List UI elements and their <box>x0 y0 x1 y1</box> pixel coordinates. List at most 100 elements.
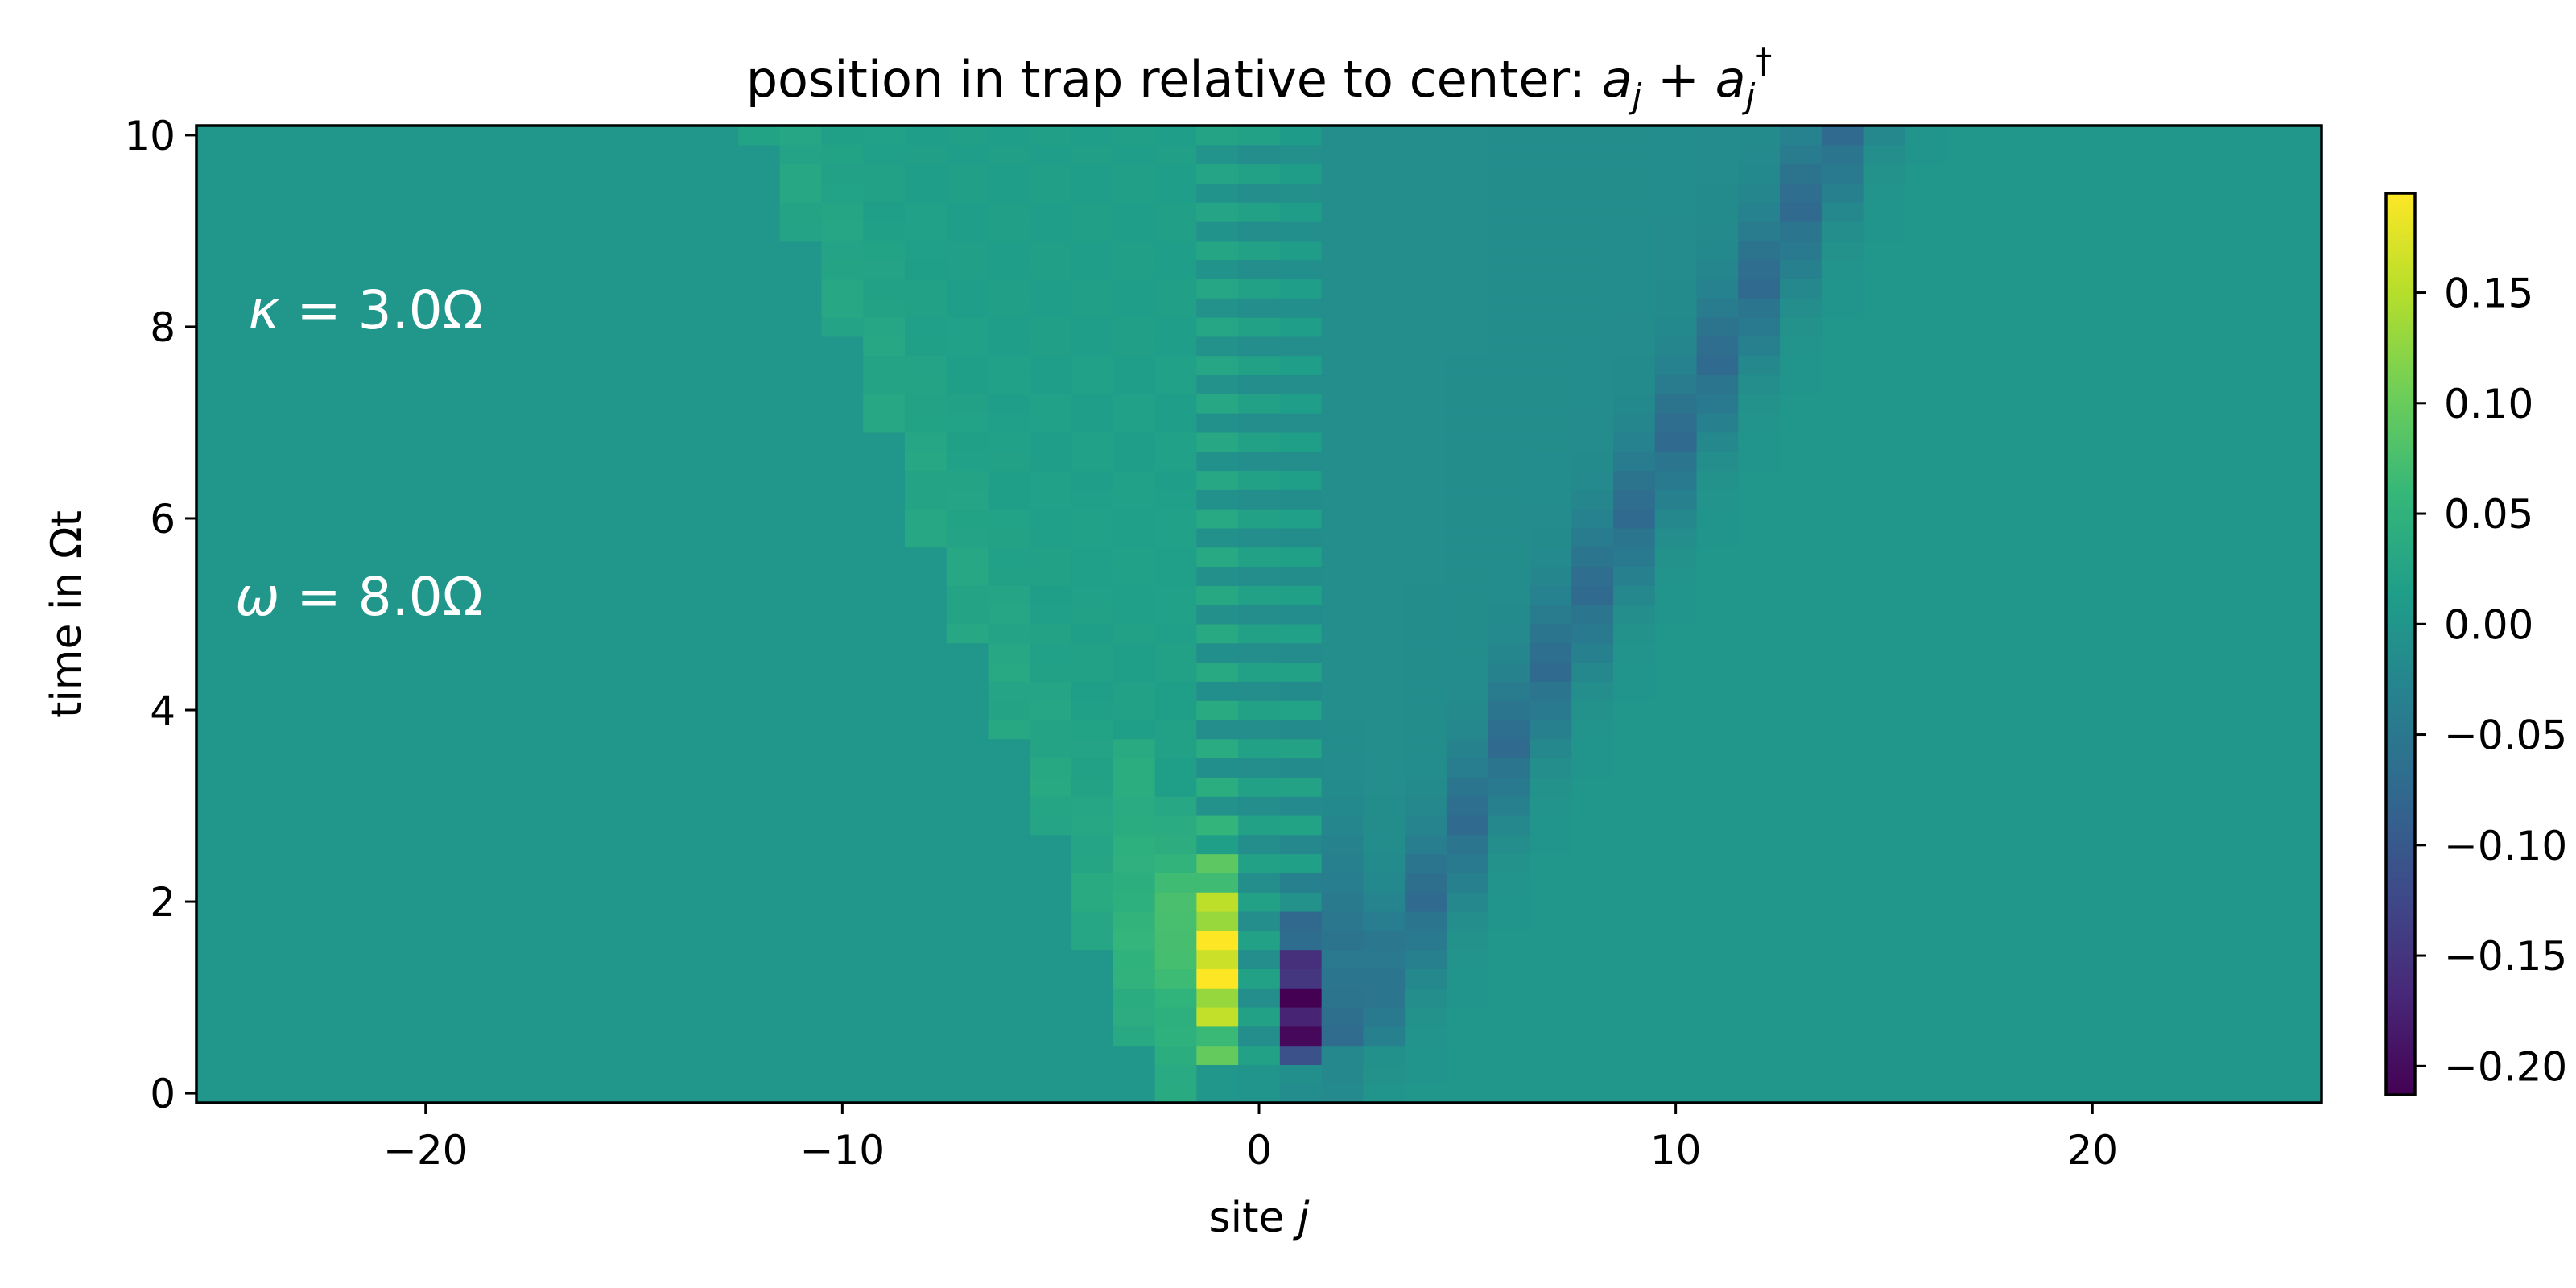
heatmap-cell <box>404 163 448 184</box>
heatmap-cell <box>2238 470 2281 490</box>
heatmap-cell <box>1279 642 1323 663</box>
heatmap-cell <box>237 509 281 529</box>
heatmap-cell <box>1530 259 1572 280</box>
heatmap-cell <box>2154 605 2198 625</box>
heatmap-cell <box>279 910 322 931</box>
heatmap-cell <box>321 547 364 568</box>
annotation-omega: ω = 8.0Ω <box>235 566 483 628</box>
heatmap-cell <box>237 738 281 759</box>
heatmap-cell <box>863 988 906 1008</box>
heatmap-cell <box>905 259 947 280</box>
heatmap-cell <box>1154 605 1197 625</box>
heatmap-cell <box>196 585 239 605</box>
heatmap-cell <box>2154 431 2198 452</box>
heatmap-cell <box>946 968 989 989</box>
heatmap-cell <box>737 413 781 433</box>
heatmap-cell <box>1446 126 1489 146</box>
heatmap-cell <box>1780 374 1823 394</box>
heatmap-cell <box>1405 431 1447 452</box>
heatmap-cell <box>1446 336 1489 357</box>
heatmap-cell <box>404 815 448 836</box>
heatmap-cell <box>530 163 572 184</box>
heatmap-cell <box>1696 163 1739 184</box>
heatmap-cell <box>2280 758 2322 778</box>
heatmap-cell <box>1696 930 1739 951</box>
heatmap-cell <box>1363 1045 1406 1065</box>
heatmap-cell <box>1905 183 1947 203</box>
heatmap-cell <box>1530 681 1572 701</box>
heatmap-cell <box>946 930 989 951</box>
heatmap-cell <box>237 298 281 318</box>
heatmap-cell <box>737 949 781 969</box>
heatmap-cell <box>530 623 572 644</box>
heatmap-cell <box>2113 509 2156 529</box>
heatmap-cell <box>2280 719 2322 740</box>
heatmap-cell <box>946 394 989 414</box>
heatmap-cell <box>988 317 1030 337</box>
heatmap-cell <box>1113 547 1156 568</box>
heatmap-cell <box>446 796 489 816</box>
heatmap-cell <box>1030 1026 1072 1046</box>
heatmap-cell <box>1446 1084 1489 1103</box>
heatmap-cell <box>237 853 281 873</box>
heatmap-cell <box>571 163 614 184</box>
heatmap-cell <box>1654 144 1698 165</box>
heatmap-cell <box>2071 738 2114 759</box>
heatmap-cell <box>1154 892 1197 912</box>
heatmap-cell <box>2154 777 2198 797</box>
heatmap-cell <box>2196 279 2240 299</box>
heatmap-cell <box>696 451 739 472</box>
heatmap-cell <box>1071 240 1114 261</box>
heatmap-cell <box>905 700 947 720</box>
heatmap-cell <box>321 394 364 414</box>
heatmap-cell <box>2029 126 2073 146</box>
heatmap-cell <box>2238 623 2281 644</box>
heatmap-cell <box>1363 1084 1406 1103</box>
heatmap-cell <box>1988 585 2031 605</box>
heatmap-cell <box>2196 777 2240 797</box>
heatmap-cell <box>1154 662 1197 682</box>
heatmap-cell <box>1654 815 1698 836</box>
heatmap-cell <box>1988 642 2031 663</box>
heatmap-cell <box>237 202 281 222</box>
heatmap-cell <box>737 834 781 855</box>
heatmap-cell <box>1946 719 1989 740</box>
heatmap-cell <box>779 1064 823 1084</box>
heatmap-cell <box>1238 336 1281 357</box>
heatmap-cell <box>1113 1045 1156 1065</box>
heatmap-cell <box>1030 930 1072 951</box>
heatmap-cell <box>2196 470 2240 490</box>
heatmap-cell <box>1279 930 1323 951</box>
heatmap-cell <box>988 451 1030 472</box>
heatmap-cell <box>1654 355 1698 376</box>
heatmap-cell <box>1071 317 1114 337</box>
heatmap-cell <box>988 374 1030 394</box>
heatmap-cell <box>446 470 489 490</box>
heatmap-cell <box>1654 796 1698 816</box>
heatmap-cell <box>446 1064 489 1084</box>
heatmap-cell <box>2280 489 2322 510</box>
heatmap-cell <box>2029 910 2073 931</box>
heatmap-cell <box>1113 470 1156 490</box>
heatmap-cell <box>863 317 906 337</box>
heatmap-cell <box>2029 700 2073 720</box>
heatmap-cell <box>1863 374 1905 394</box>
heatmap-cell <box>1279 470 1323 490</box>
heatmap-cell <box>1154 413 1197 433</box>
heatmap-cell <box>196 605 239 625</box>
heatmap-cell <box>2238 700 2281 720</box>
heatmap-cell <box>530 509 572 529</box>
heatmap-cell <box>2238 1064 2281 1084</box>
heatmap-cell <box>821 930 864 951</box>
heatmap-cell <box>1654 451 1698 472</box>
heatmap-cell <box>1071 910 1114 931</box>
heatmap-cell <box>737 605 781 625</box>
heatmap-cell <box>1196 163 1239 184</box>
heatmap-cell <box>1613 317 1656 337</box>
heatmap-cell <box>2280 873 2322 893</box>
heatmap-cell <box>1030 968 1072 989</box>
heatmap-cell <box>2154 240 2198 261</box>
heatmap-cell <box>1363 777 1406 797</box>
heatmap-cell <box>613 279 656 299</box>
